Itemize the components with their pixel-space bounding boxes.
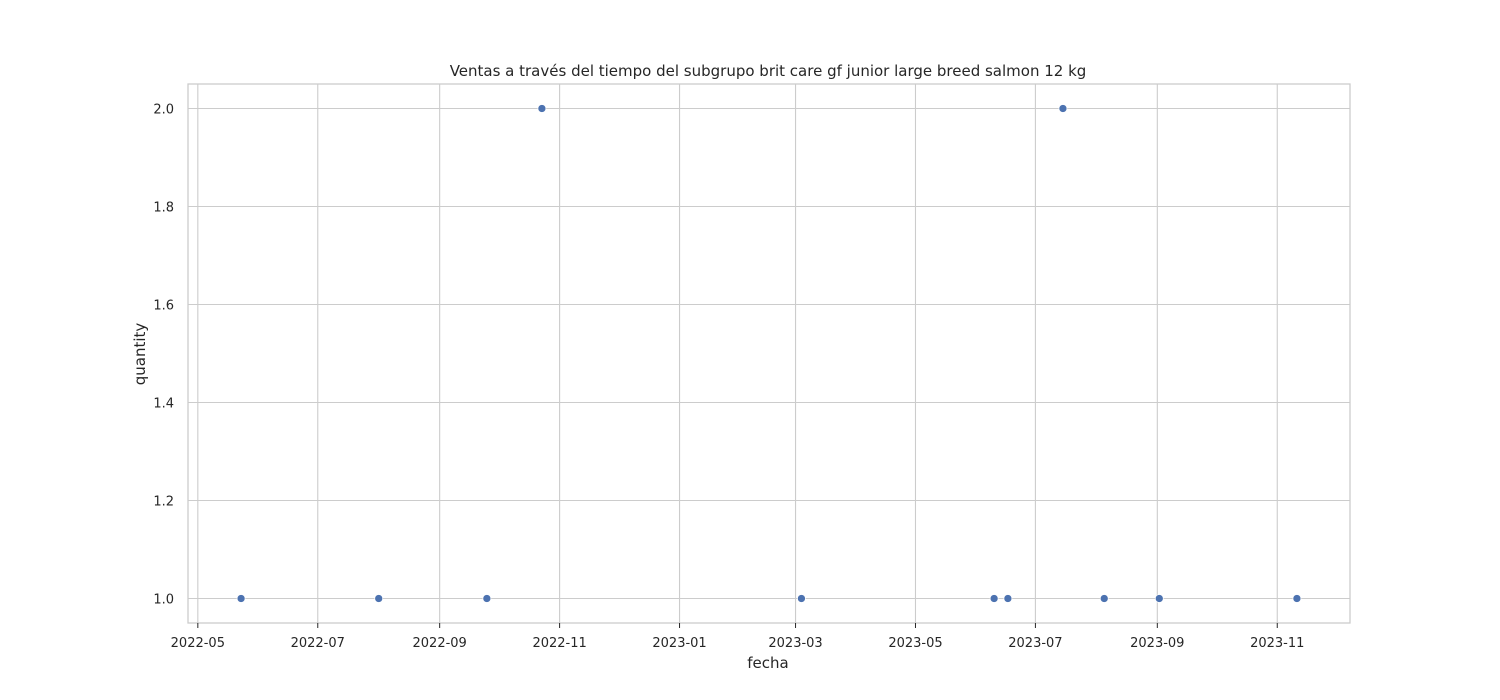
chart-title: Ventas a través del tiempo del subgrupo … [450,62,1087,80]
x-tick-label: 2022-07 [291,636,345,651]
x-tick-label: 2023-05 [888,636,942,651]
x-tick-label: 2022-05 [171,636,225,651]
data-point [482,594,492,603]
data-point [537,104,547,113]
x-tick-label: 2023-11 [1250,636,1304,651]
x-tick-label: 2022-09 [413,636,467,651]
y-axis-ticks: 1.0 1.2 1.4 1.6 1.8 2.0 [153,103,174,608]
x-tick-label: 2023-01 [652,636,706,651]
y-tick-label: 1.6 [153,299,174,314]
x-axis-ticks: 2022-05 2022-07 2022-09 2022-11 2023-01 2023-… [171,623,1304,651]
points-layer [236,104,1302,603]
y-tick-label: 2.0 [153,103,174,118]
data-point [1099,594,1109,603]
data-point [1003,594,1013,603]
y-tick-label: 1.2 [153,495,174,510]
x-tick-label: 2023-07 [1008,636,1062,651]
y-tick-label: 1.0 [153,593,174,608]
data-point [797,594,806,603]
data-point [374,594,384,603]
x-tick-label: 2023-03 [768,636,822,651]
data-point [1292,594,1302,603]
x-tick-label: 2022-11 [532,636,586,651]
data-point [1154,594,1164,603]
data-point [236,594,246,603]
x-axis-label: fecha [747,654,788,672]
data-point [989,594,999,603]
plot-frame [187,83,1351,624]
y-tick-label: 1.8 [153,201,174,216]
y-tick-label: 1.4 [153,397,174,412]
y-axis-label: quantity [131,323,149,386]
data-point [1058,104,1068,113]
grid-layer [188,84,1350,623]
x-tick-label: 2023-09 [1130,636,1184,651]
